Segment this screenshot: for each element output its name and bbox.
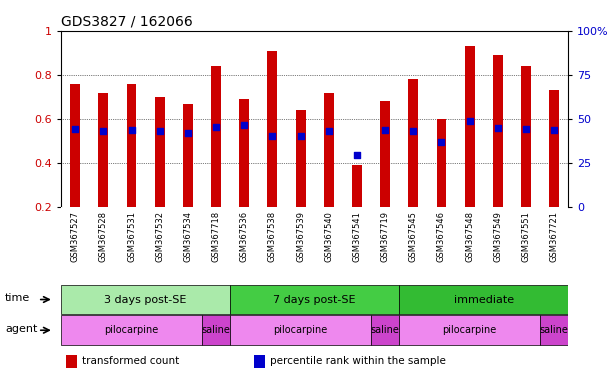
Point [324, 128, 334, 134]
Point [493, 125, 503, 131]
Point [465, 118, 475, 124]
Text: saline: saline [202, 325, 230, 335]
Bar [493, 55, 503, 207]
Bar [98, 93, 108, 207]
Text: GSM367545: GSM367545 [409, 211, 418, 262]
Bar [465, 46, 475, 207]
Bar [155, 97, 164, 207]
Text: GSM367546: GSM367546 [437, 211, 446, 262]
Point [408, 127, 418, 134]
Bar [399, 316, 540, 345]
Bar [240, 99, 249, 207]
Text: immediate: immediate [453, 295, 514, 305]
Text: GSM367719: GSM367719 [381, 211, 390, 262]
Text: pilocarpine: pilocarpine [274, 325, 327, 335]
Text: time: time [5, 293, 30, 303]
Bar [540, 316, 568, 345]
Text: GSM367718: GSM367718 [211, 211, 221, 262]
Text: GSM367534: GSM367534 [183, 211, 192, 262]
Point [155, 127, 164, 134]
Text: 3 days post-SE: 3 days post-SE [104, 295, 187, 305]
Point [380, 127, 390, 133]
Bar [254, 355, 265, 368]
Text: pilocarpine: pilocarpine [442, 325, 497, 335]
Bar [61, 285, 230, 314]
Bar [61, 316, 202, 345]
Bar [521, 66, 531, 207]
Text: GSM367532: GSM367532 [155, 211, 164, 262]
Text: GDS3827 / 162066: GDS3827 / 162066 [61, 14, 193, 28]
Point [70, 126, 80, 132]
Bar [70, 84, 80, 207]
Text: GSM367528: GSM367528 [99, 211, 108, 262]
Point [352, 152, 362, 159]
Bar [371, 316, 399, 345]
Point [436, 139, 446, 145]
Point [211, 124, 221, 130]
Text: 7 days post-SE: 7 days post-SE [273, 295, 356, 305]
Text: transformed count: transformed count [82, 356, 180, 366]
Bar [202, 316, 230, 345]
Text: GSM367541: GSM367541 [353, 211, 362, 262]
Text: saline: saline [371, 325, 400, 335]
Bar [183, 104, 193, 207]
Text: GSM367538: GSM367538 [268, 211, 277, 262]
Point [549, 127, 559, 133]
Bar [296, 110, 306, 207]
Bar [268, 51, 277, 207]
Point [240, 121, 249, 127]
Bar [436, 119, 447, 207]
Bar [399, 285, 568, 314]
Text: saline: saline [540, 325, 569, 335]
Point [98, 127, 108, 134]
Text: GSM367527: GSM367527 [71, 211, 79, 262]
Bar [126, 84, 136, 207]
Bar [549, 90, 559, 207]
Point [296, 132, 306, 139]
Text: GSM367540: GSM367540 [324, 211, 333, 262]
Point [521, 126, 531, 132]
Bar [408, 79, 418, 207]
Point [183, 130, 193, 136]
Text: percentile rank within the sample: percentile rank within the sample [270, 356, 446, 366]
Text: GSM367551: GSM367551 [521, 211, 530, 262]
Text: GSM367721: GSM367721 [550, 211, 558, 262]
Bar [211, 66, 221, 207]
Text: pilocarpine: pilocarpine [104, 325, 159, 335]
Text: GSM367549: GSM367549 [493, 211, 502, 262]
Text: GSM367536: GSM367536 [240, 211, 249, 262]
Point [268, 132, 277, 139]
Text: agent: agent [5, 324, 37, 334]
Text: GSM367548: GSM367548 [465, 211, 474, 262]
Text: GSM367531: GSM367531 [127, 211, 136, 262]
Bar [324, 93, 334, 207]
Bar [380, 101, 390, 207]
Bar [352, 166, 362, 207]
Point [126, 127, 136, 133]
Bar [230, 316, 371, 345]
Text: GSM367539: GSM367539 [296, 211, 305, 262]
Bar [66, 355, 78, 368]
Bar [230, 285, 399, 314]
